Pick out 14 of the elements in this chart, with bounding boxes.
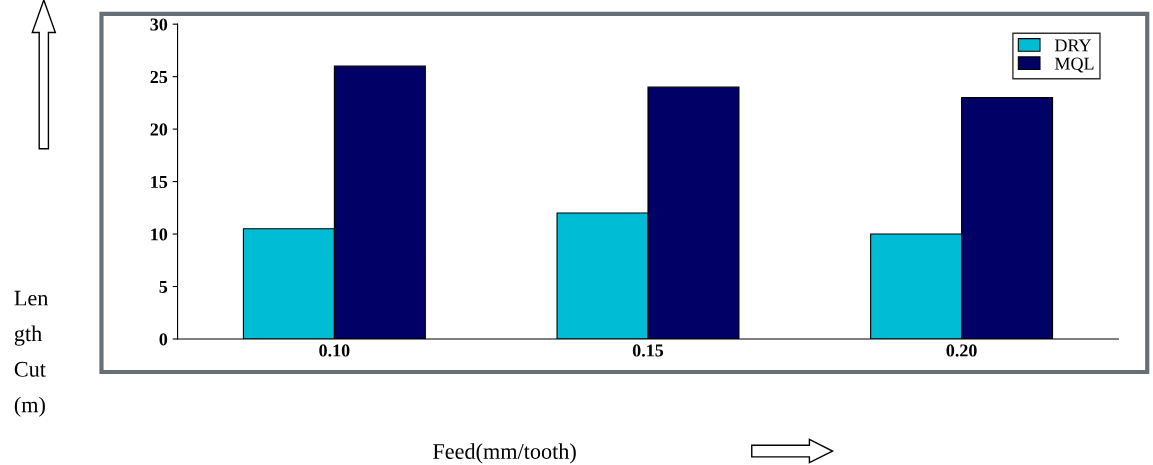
x-tick-label: 0.10	[319, 344, 350, 357]
y-tick-label: 0	[159, 333, 168, 346]
y-axis-title: Len gth Cut (m)	[14, 290, 49, 417]
x-tick-label: 0.15	[632, 344, 664, 357]
y-tick-label: 30	[150, 18, 168, 31]
legend-label: DRY	[1054, 39, 1092, 52]
x-axis-title: Feed(mm/tooth)	[433, 443, 576, 464]
y-tick-label: 25	[150, 70, 168, 84]
y-tick-label: 15	[151, 175, 168, 189]
y-tick-label: 5	[159, 280, 168, 293]
y-tick-label: 20	[150, 123, 168, 136]
x-tick-label: 0.20	[946, 344, 977, 357]
legend-label: MQL	[1054, 57, 1094, 73]
y-tick-label: 10	[151, 228, 168, 241]
